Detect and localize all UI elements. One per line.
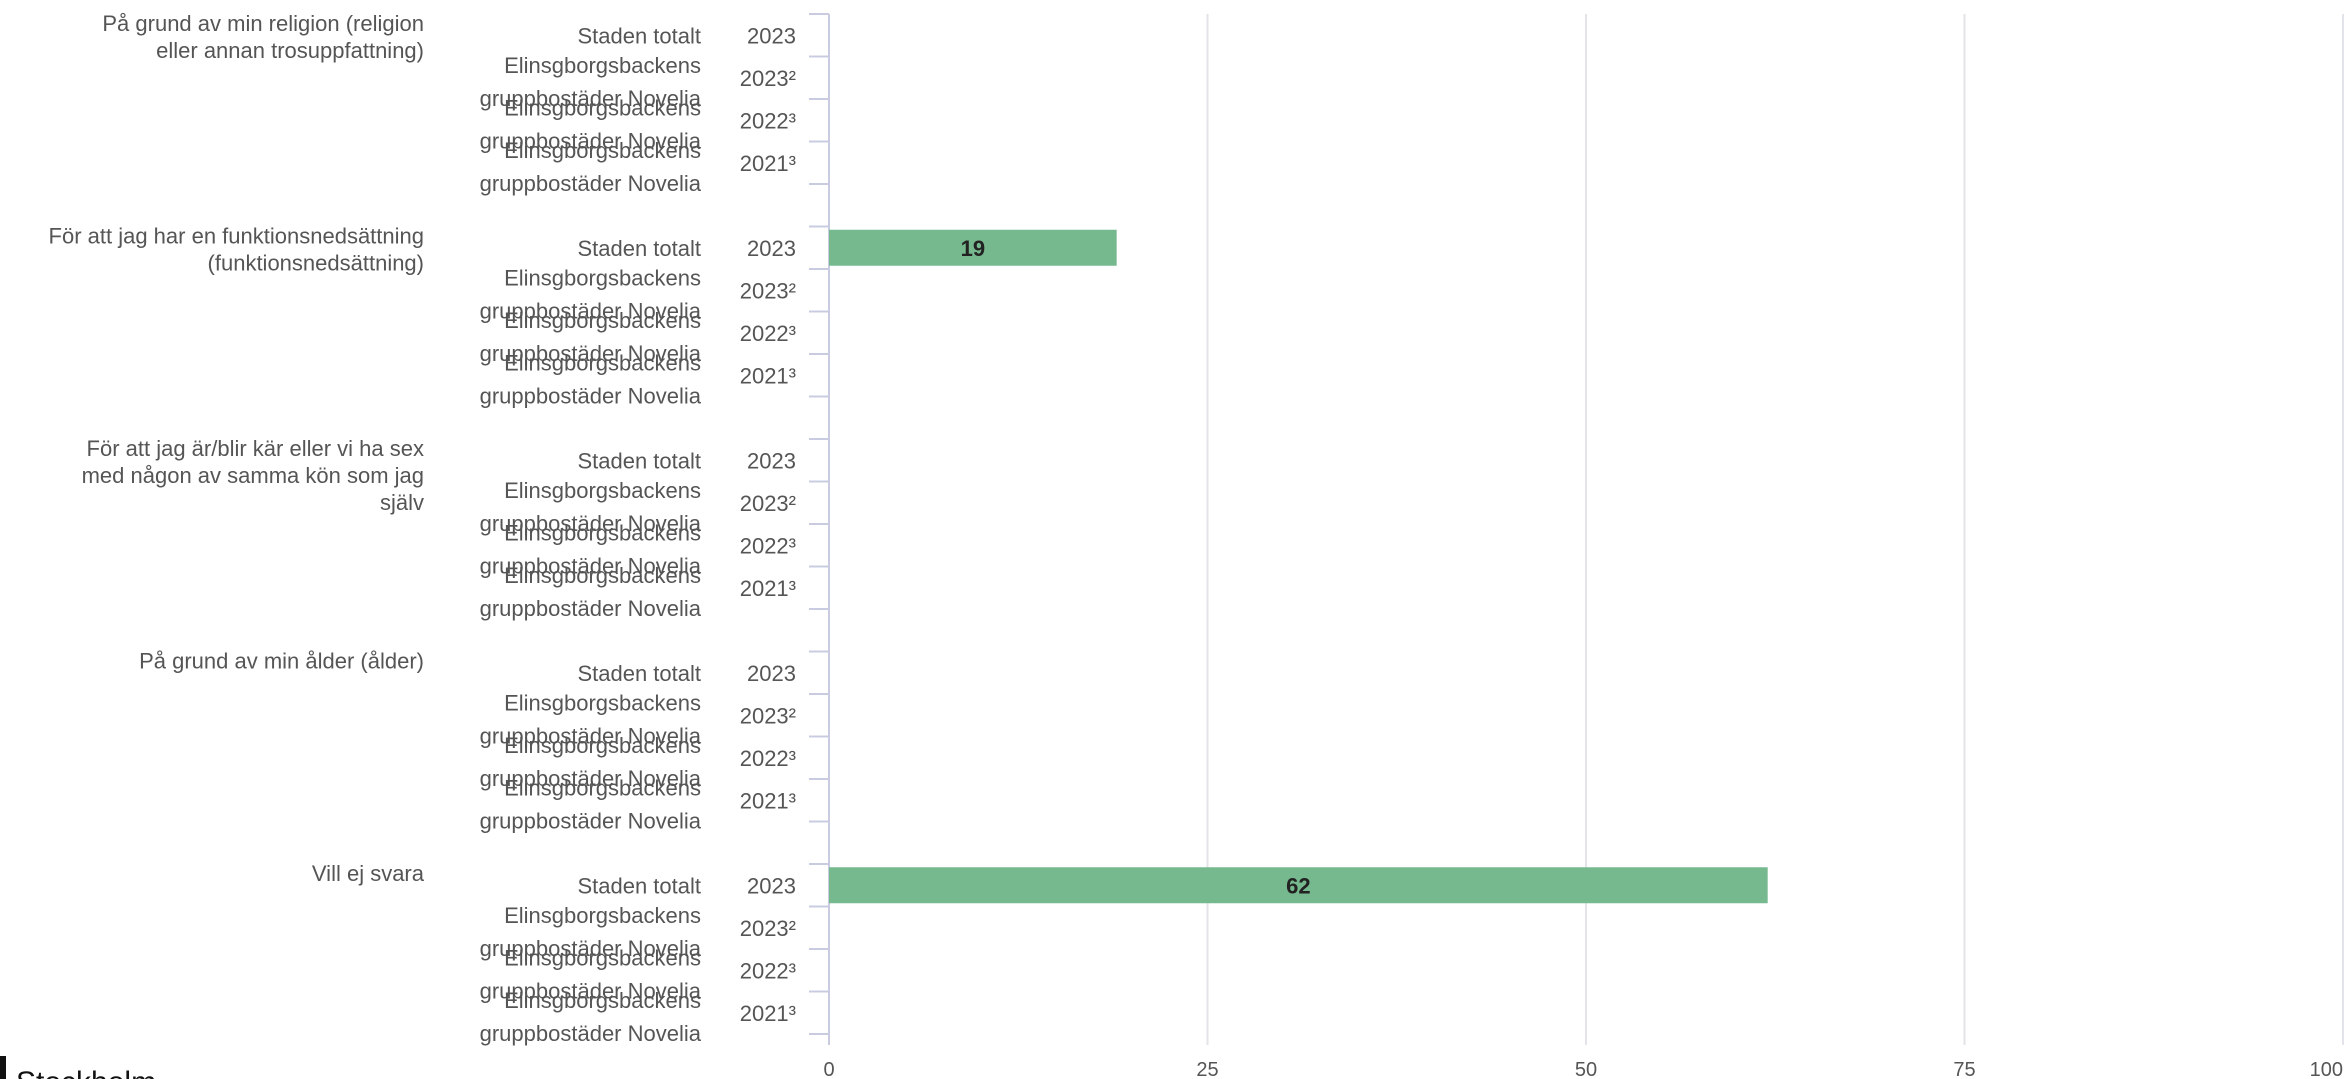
year-label: 2022³ xyxy=(740,108,796,133)
organisation-label: Elinsgborgsbackens xyxy=(504,138,701,163)
organisation-label: Elinsgborgsbackens xyxy=(504,690,701,715)
logo-mark xyxy=(0,1056,6,1079)
organisation-label-cont: gruppbostäder Novelia xyxy=(480,766,702,791)
year-label: 2021³ xyxy=(740,1001,796,1026)
organisation-label-cont: gruppbostäder Novelia xyxy=(480,341,702,366)
organisation-label: Elinsgborgsbackens xyxy=(504,350,701,375)
year-label: 2023² xyxy=(740,66,796,91)
x-tick-label: 25 xyxy=(1196,1059,1218,1079)
year-label: 2023 xyxy=(747,661,796,686)
organisation-label-cont: gruppbostäder Novelia xyxy=(480,553,702,578)
organisation-label: Elinsgborgsbackens xyxy=(504,945,701,970)
year-label: 2023² xyxy=(740,491,796,516)
organisation-label: Elinsgborgsbackens xyxy=(504,733,701,758)
bar-value-label: 19 xyxy=(961,236,985,261)
x-tick-label: 100 xyxy=(2310,1059,2343,1079)
organisation-label: Elinsgborgsbackens xyxy=(504,265,701,290)
category-label: med någon av samma kön som jag xyxy=(82,463,424,488)
organisation-label-cont: gruppbostäder Novelia xyxy=(480,1021,702,1046)
organisation-label: Elinsgborgsbackens xyxy=(504,478,701,503)
year-label: 2023 xyxy=(747,873,796,898)
organisation-label: Elinsgborgsbackens xyxy=(504,563,701,588)
x-tick-label: 50 xyxy=(1575,1059,1597,1079)
year-label: 2023² xyxy=(740,278,796,303)
organisation-label: Elinsgborgsbackens xyxy=(504,520,701,545)
category-label: På grund av min ålder (ålder) xyxy=(139,649,424,674)
year-label: 2023 xyxy=(747,448,796,473)
x-tick-label: 75 xyxy=(1953,1059,1975,1079)
organisation-label: Elinsgborgsbackens xyxy=(504,95,701,120)
bar xyxy=(829,867,1768,904)
category-label: själv xyxy=(380,490,424,515)
organisation-label-cont: gruppbostäder Novelia xyxy=(480,936,702,961)
organisation-label-cont: gruppbostäder Novelia xyxy=(480,171,702,196)
category-label: För att jag är/blir kär eller vi ha sex xyxy=(87,436,424,461)
organisation-label-cont: gruppbostäder Novelia xyxy=(480,298,702,323)
organisation-label: Staden totalt xyxy=(577,661,701,686)
year-label: 2021³ xyxy=(740,788,796,813)
category-label: För att jag har en funktionsnedsättning xyxy=(49,224,424,249)
category-label: Vill ej svara xyxy=(312,861,425,886)
organisation-label-cont: gruppbostäder Novelia xyxy=(480,86,702,111)
category-label: På grund av min religion (religion xyxy=(102,11,424,36)
organisation-label-cont: gruppbostäder Novelia xyxy=(480,808,702,833)
organisation-label-cont: gruppbostäder Novelia xyxy=(480,978,702,1003)
organisation-label-cont: gruppbostäder Novelia xyxy=(480,596,702,621)
bar-value-label: 62 xyxy=(1286,873,1310,898)
year-label: 2023 xyxy=(747,236,796,261)
year-label: 2023² xyxy=(740,916,796,941)
organisation-label: Elinsgborgsbackens xyxy=(504,53,701,78)
organisation-label: Staden totalt xyxy=(577,873,701,898)
year-label: 2022³ xyxy=(740,533,796,558)
organisation-label-cont: gruppbostäder Novelia xyxy=(480,383,702,408)
year-label: 2022³ xyxy=(740,746,796,771)
year-label: 2021³ xyxy=(740,576,796,601)
organisation-label: Staden totalt xyxy=(577,236,701,261)
organisation-label-cont: gruppbostäder Novelia xyxy=(480,723,702,748)
organisation-label: Staden totalt xyxy=(577,23,701,48)
organisation-label: Elinsgborgsbackens xyxy=(504,308,701,333)
year-label: 2022³ xyxy=(740,958,796,983)
x-tick-label: 0 xyxy=(823,1059,834,1079)
year-label: 2021³ xyxy=(740,151,796,176)
year-label: 2022³ xyxy=(740,321,796,346)
category-label: eller annan trosuppfattning) xyxy=(156,38,424,63)
category-label: (funktionsnedsättning) xyxy=(208,251,424,276)
organisation-label: Elinsgborgsbackens xyxy=(504,775,701,800)
organisation-label: Staden totalt xyxy=(577,448,701,473)
organisation-label: Elinsgborgsbackens xyxy=(504,988,701,1013)
year-label: 2023 xyxy=(747,23,796,48)
organisation-label-cont: gruppbostäder Novelia xyxy=(480,128,702,153)
logo-text: Stockholm xyxy=(16,1066,156,1079)
year-label: 2023² xyxy=(740,703,796,728)
organisation-label: Elinsgborgsbackens xyxy=(504,903,701,928)
year-label: 2021³ xyxy=(740,363,796,388)
organisation-label-cont: gruppbostäder Novelia xyxy=(480,511,702,536)
bar xyxy=(829,229,1117,266)
